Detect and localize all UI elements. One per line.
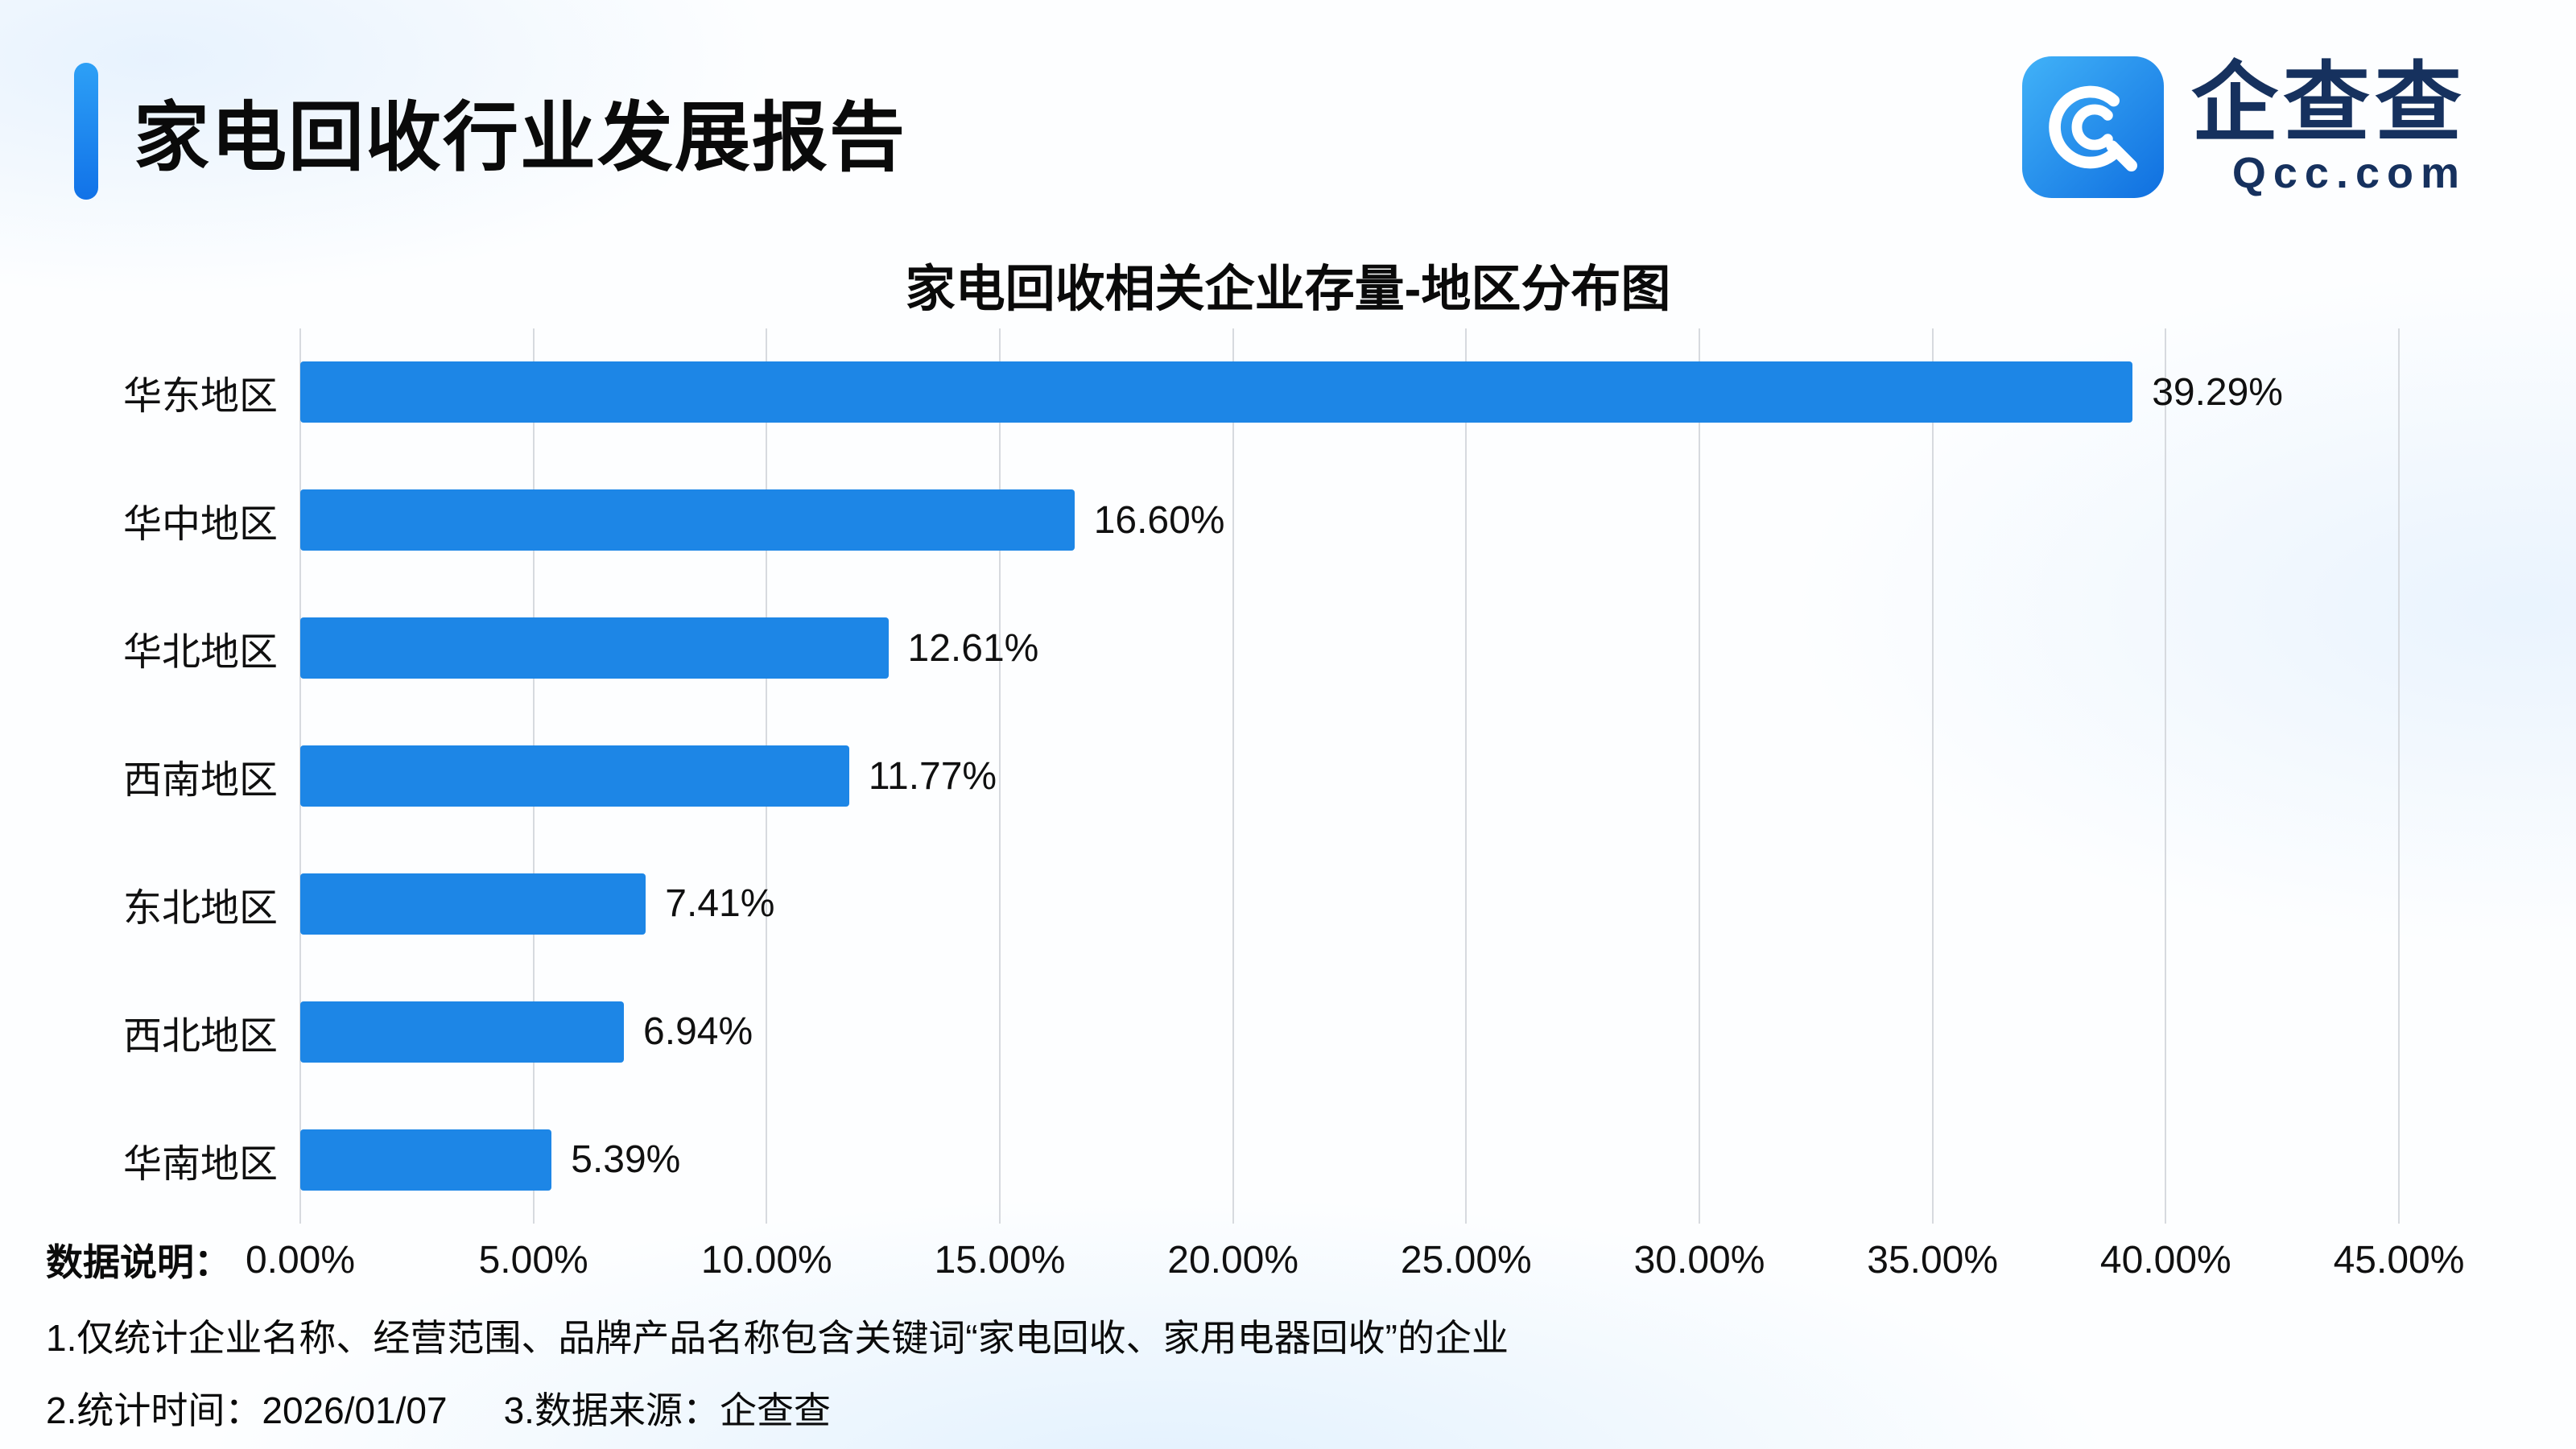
note-1: 1.仅统计企业名称、经营范围、品牌产品名称包含关键词“家电回收、家用电器回收”的… xyxy=(46,1317,1509,1359)
value-label: 12.61% xyxy=(907,626,1039,670)
value-label: 7.41% xyxy=(665,882,775,926)
value-label: 6.94% xyxy=(643,1010,753,1054)
bar xyxy=(300,361,2133,423)
bar-rows: 华东地区 39.29% 华中地区 16.60% 华北地区 12.61% 西南地区 11.77%… xyxy=(123,328,2399,1224)
x-tick-label: 35.00% xyxy=(1867,1239,1999,1282)
bar-row: 西北地区 6.94% xyxy=(123,968,2399,1096)
bar-row: 华东地区 39.29% xyxy=(123,328,2399,456)
bar-row: 华北地区 12.61% xyxy=(123,584,2399,712)
category-label: 东北地区 xyxy=(122,886,278,930)
category-label: 华中地区 xyxy=(122,503,278,547)
value-label: 16.60% xyxy=(1093,498,1225,542)
category-label: 华北地区 xyxy=(122,631,278,675)
gridline xyxy=(2165,328,2167,1224)
note-2: 2.统计时间：2026/01/07 xyxy=(46,1389,448,1431)
bar-row: 华南地区 5.39% xyxy=(123,1096,2399,1224)
category-label: 华东地区 xyxy=(122,375,278,419)
qcc-logo-icon xyxy=(2021,56,2164,198)
gridline xyxy=(1699,328,1700,1224)
title-accent-bar xyxy=(74,63,98,200)
x-tick-label: 5.00% xyxy=(478,1239,588,1282)
value-label: 39.29% xyxy=(2152,370,2283,414)
gridline xyxy=(999,328,1001,1224)
note-3: 3.数据来源：企查查 xyxy=(503,1389,831,1431)
gridline xyxy=(1465,328,1468,1224)
chart: 华东地区 39.29% 华中地区 16.60% 华北地区 12.61% 西南地区 11.77%… xyxy=(123,328,2464,1302)
bar xyxy=(300,745,849,807)
x-tick-label: 40.00% xyxy=(2099,1239,2231,1282)
x-tick-label: 0.00% xyxy=(245,1239,356,1282)
header: 家电回收行业发展报告 xyxy=(74,63,906,200)
bar xyxy=(300,1129,552,1191)
category-label: 华南地区 xyxy=(122,1142,278,1186)
bar xyxy=(300,1001,625,1063)
bar xyxy=(300,873,646,935)
x-axis: 0.00% 5.00% 10.00% 15.00% 20.00% 25.00% 30.00%… xyxy=(246,1224,2464,1296)
x-tick-label: 15.00% xyxy=(934,1239,1066,1282)
note-2-row: 2.统计时间：2026/01/07 3.数据来源：企查查 xyxy=(46,1388,831,1435)
gridline xyxy=(1232,328,1234,1224)
brand-name: 企查查 xyxy=(2190,54,2467,151)
value-label: 11.77% xyxy=(868,754,997,798)
plot-area: 华东地区 39.29% 华中地区 16.60% 华北地区 12.61% 西南地区 11.77%… xyxy=(123,328,2400,1224)
category-label: 西南地区 xyxy=(122,759,278,802)
x-tick-label: 20.00% xyxy=(1167,1239,1299,1282)
notes-label: 数据说明： xyxy=(46,1241,231,1283)
bar-row: 华中地区 16.60% xyxy=(123,456,2399,584)
x-tick-label: 10.00% xyxy=(700,1239,832,1282)
bar-row: 东北地区 7.41% xyxy=(123,840,2399,968)
value-label: 5.39% xyxy=(571,1138,681,1182)
bar xyxy=(300,617,889,679)
x-tick-label: 25.00% xyxy=(1400,1239,1532,1282)
gridline xyxy=(1931,328,1934,1224)
brand-logo: 企查查 Qcc.com xyxy=(2021,54,2467,198)
chart-title: 家电回收相关企业存量-地区分布图 xyxy=(905,262,1671,317)
bar xyxy=(300,489,1075,551)
bar-row: 西南地区 11.77% xyxy=(123,712,2399,840)
x-tick-label: 45.00% xyxy=(2333,1239,2465,1282)
gridline xyxy=(2398,328,2400,1224)
brand-domain: Qcc.com xyxy=(2231,149,2467,197)
category-label: 西北地区 xyxy=(122,1014,278,1058)
page-title: 家电回收行业发展报告 xyxy=(134,95,907,180)
x-tick-label: 30.00% xyxy=(1633,1239,1765,1282)
brand-text: 企查查 Qcc.com xyxy=(2190,54,2467,197)
